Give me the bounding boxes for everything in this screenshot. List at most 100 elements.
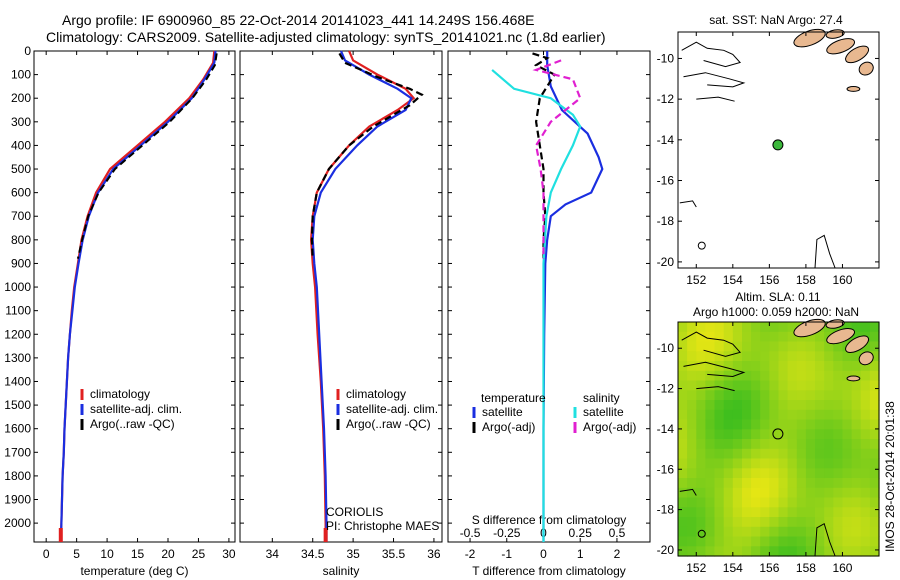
- sla-cell: [860, 536, 871, 547]
- sla-cell: [723, 361, 734, 372]
- sla-cell: [742, 546, 752, 557]
- y-tick-label: 1100: [5, 304, 31, 318]
- sla-cell: [687, 507, 697, 518]
- sla-cell: [815, 409, 825, 421]
- sla-cell: [769, 517, 780, 528]
- plot-frame-0: [33, 50, 236, 543]
- sla-cell: [805, 507, 816, 518]
- sla-cell: [696, 546, 706, 557]
- sla-cell: [815, 507, 825, 518]
- sla-cell: [796, 400, 807, 411]
- map-y-tick-label: -10: [657, 51, 675, 65]
- x-tick-label: 34.5: [301, 547, 325, 561]
- x-tick-label: 20: [161, 547, 175, 561]
- sla-cell: [787, 439, 798, 450]
- sla-cell: [787, 497, 798, 508]
- sla-cell: [705, 409, 716, 421]
- sla-cell: [805, 487, 816, 499]
- map-x-tick-label: 154: [723, 561, 743, 575]
- sla-cell: [742, 478, 752, 489]
- sla-cell: [760, 351, 770, 362]
- sla-cell: [805, 478, 816, 489]
- sla-cell: [714, 351, 725, 362]
- island-shape: [846, 86, 861, 92]
- s-tick-label: -0.5: [460, 526, 481, 540]
- sla-cell: [732, 487, 743, 499]
- map-y-tick-label: -20: [657, 543, 675, 557]
- sla-cell: [769, 536, 780, 547]
- sla-cell: [787, 361, 798, 372]
- sla-cell: [787, 478, 798, 489]
- sla-cell: [778, 351, 789, 362]
- sla-cell: [687, 478, 697, 489]
- sla-cell: [714, 390, 725, 401]
- sla-cell: [687, 487, 697, 499]
- sla-cell: [678, 341, 688, 352]
- sla-cell: [796, 429, 807, 440]
- sla-cell: [696, 526, 706, 538]
- legend-label: climatology: [346, 387, 406, 401]
- x-tick-label: 0: [43, 547, 50, 561]
- imos-credit: IMOS 28-Oct-2014 20:01:38: [883, 401, 897, 552]
- sla-cell: [742, 517, 752, 528]
- sla-cell: [787, 487, 798, 499]
- sla-cell: [742, 536, 752, 547]
- sla-cell: [824, 361, 834, 372]
- sla-cell: [833, 419, 843, 430]
- sla-cell: [842, 370, 853, 382]
- sla-cell: [678, 380, 688, 391]
- y-tick-label: 600: [11, 186, 31, 200]
- sla-cell: [714, 507, 725, 518]
- sla-cell: [751, 370, 761, 382]
- sla-cell: [787, 400, 798, 411]
- sla-cell: [787, 380, 798, 391]
- y-tick-label: 1600: [4, 422, 31, 436]
- x-tick-label: 25: [192, 547, 206, 561]
- sla-cell: [842, 487, 853, 499]
- x-tick-label: 5: [73, 547, 80, 561]
- sla-cell: [742, 322, 752, 333]
- sla-cell: [805, 536, 816, 547]
- sla-cell: [805, 439, 816, 450]
- sla-cell: [805, 526, 816, 538]
- sla-cell: [824, 351, 834, 362]
- sla-cell: [760, 322, 770, 333]
- sla-cell: [760, 409, 770, 421]
- sla-cell: [732, 536, 743, 547]
- coastline-contour: [681, 331, 742, 357]
- legend-label: satellite: [482, 405, 523, 419]
- sla-cell: [760, 448, 770, 460]
- sla-cell: [833, 361, 843, 372]
- sla-cell: [732, 448, 743, 460]
- y-tick-label: 1400: [4, 374, 31, 388]
- y-tick-label: 0: [24, 44, 31, 58]
- sla-cell: [842, 409, 853, 421]
- sla-cell: [778, 507, 789, 518]
- annotation-institution: CORIOLIS: [326, 505, 383, 519]
- sla-cell: [687, 546, 697, 557]
- small-island-marker: [697, 529, 706, 538]
- sla-cell: [769, 448, 780, 460]
- sla-cell: [778, 409, 789, 421]
- sla-cell: [815, 468, 825, 479]
- sla-cell: [778, 546, 789, 557]
- sla-cell: [824, 370, 834, 382]
- sla-cell: [714, 341, 725, 352]
- sla-cell: [869, 478, 880, 489]
- sla-cell: [705, 361, 716, 372]
- sla-cell: [815, 497, 825, 508]
- series-line-salinity-satellite: [491, 69, 582, 542]
- sla-cell: [815, 331, 825, 343]
- sla-cell: [842, 526, 853, 538]
- y-tick-label: 800: [11, 233, 31, 247]
- sla-cell: [851, 448, 862, 460]
- legend-title-temperature: temperature: [481, 391, 546, 405]
- figure-subtitle: Climatology: CARS2009. Satellite-adjuste…: [46, 29, 606, 45]
- series-line-climatology: [59, 50, 216, 543]
- sla-cell: [714, 322, 725, 333]
- sla-cell: [723, 380, 734, 391]
- sla-cell: [696, 390, 706, 401]
- sla-cell: [778, 448, 789, 460]
- sla-cell: [805, 419, 816, 430]
- sla-cell: [742, 448, 752, 460]
